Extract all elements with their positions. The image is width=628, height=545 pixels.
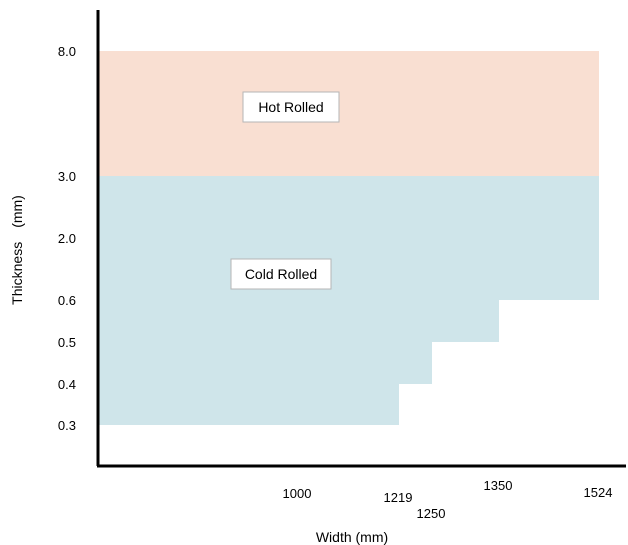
cold-rolled-region-step-1 — [98, 384, 399, 425]
y-tick-labels: 0.3 0.4 0.5 0.6 2.0 3.0 8.0 — [58, 44, 76, 433]
hot-rolled-label-box — [242, 91, 340, 123]
cold-rolled-region-step-2 — [98, 342, 432, 384]
x-tick-label: 1000 — [283, 486, 312, 501]
x-tick-label: 1219 — [384, 490, 413, 505]
cold-rolled-label: Cold Rolled — [245, 266, 317, 282]
y-tick-label: 0.3 — [58, 418, 76, 433]
y-tick-label: 8.0 — [58, 44, 76, 59]
x-tick-label: 1250 — [417, 506, 446, 521]
cold-rolled-region-step-3 — [98, 300, 499, 342]
cold-rolled-region-step-4 — [98, 176, 599, 300]
x-tick-label: 1524 — [584, 485, 613, 500]
x-tick-label: 1350 — [484, 478, 513, 493]
regions-layer — [98, 51, 599, 425]
hot-rolled-region — [98, 51, 599, 176]
y-tick-label: 2.0 — [58, 231, 76, 246]
cold-rolled-label-box — [230, 258, 332, 290]
y-tick-label: 3.0 — [58, 169, 76, 184]
y-tick-label: 0.4 — [58, 377, 76, 392]
region-labels: Hot Rolled Cold Rolled — [230, 91, 340, 290]
y-tick-label: 0.6 — [58, 293, 76, 308]
y-tick-label: 0.5 — [58, 335, 76, 350]
hot-rolled-label: Hot Rolled — [258, 99, 323, 115]
x-axis-title: Width (mm) — [316, 529, 388, 545]
y-axis-title: Thickness (mm) — [9, 195, 25, 305]
x-tick-labels: 1000 1219 1250 1350 1524 — [283, 478, 613, 521]
